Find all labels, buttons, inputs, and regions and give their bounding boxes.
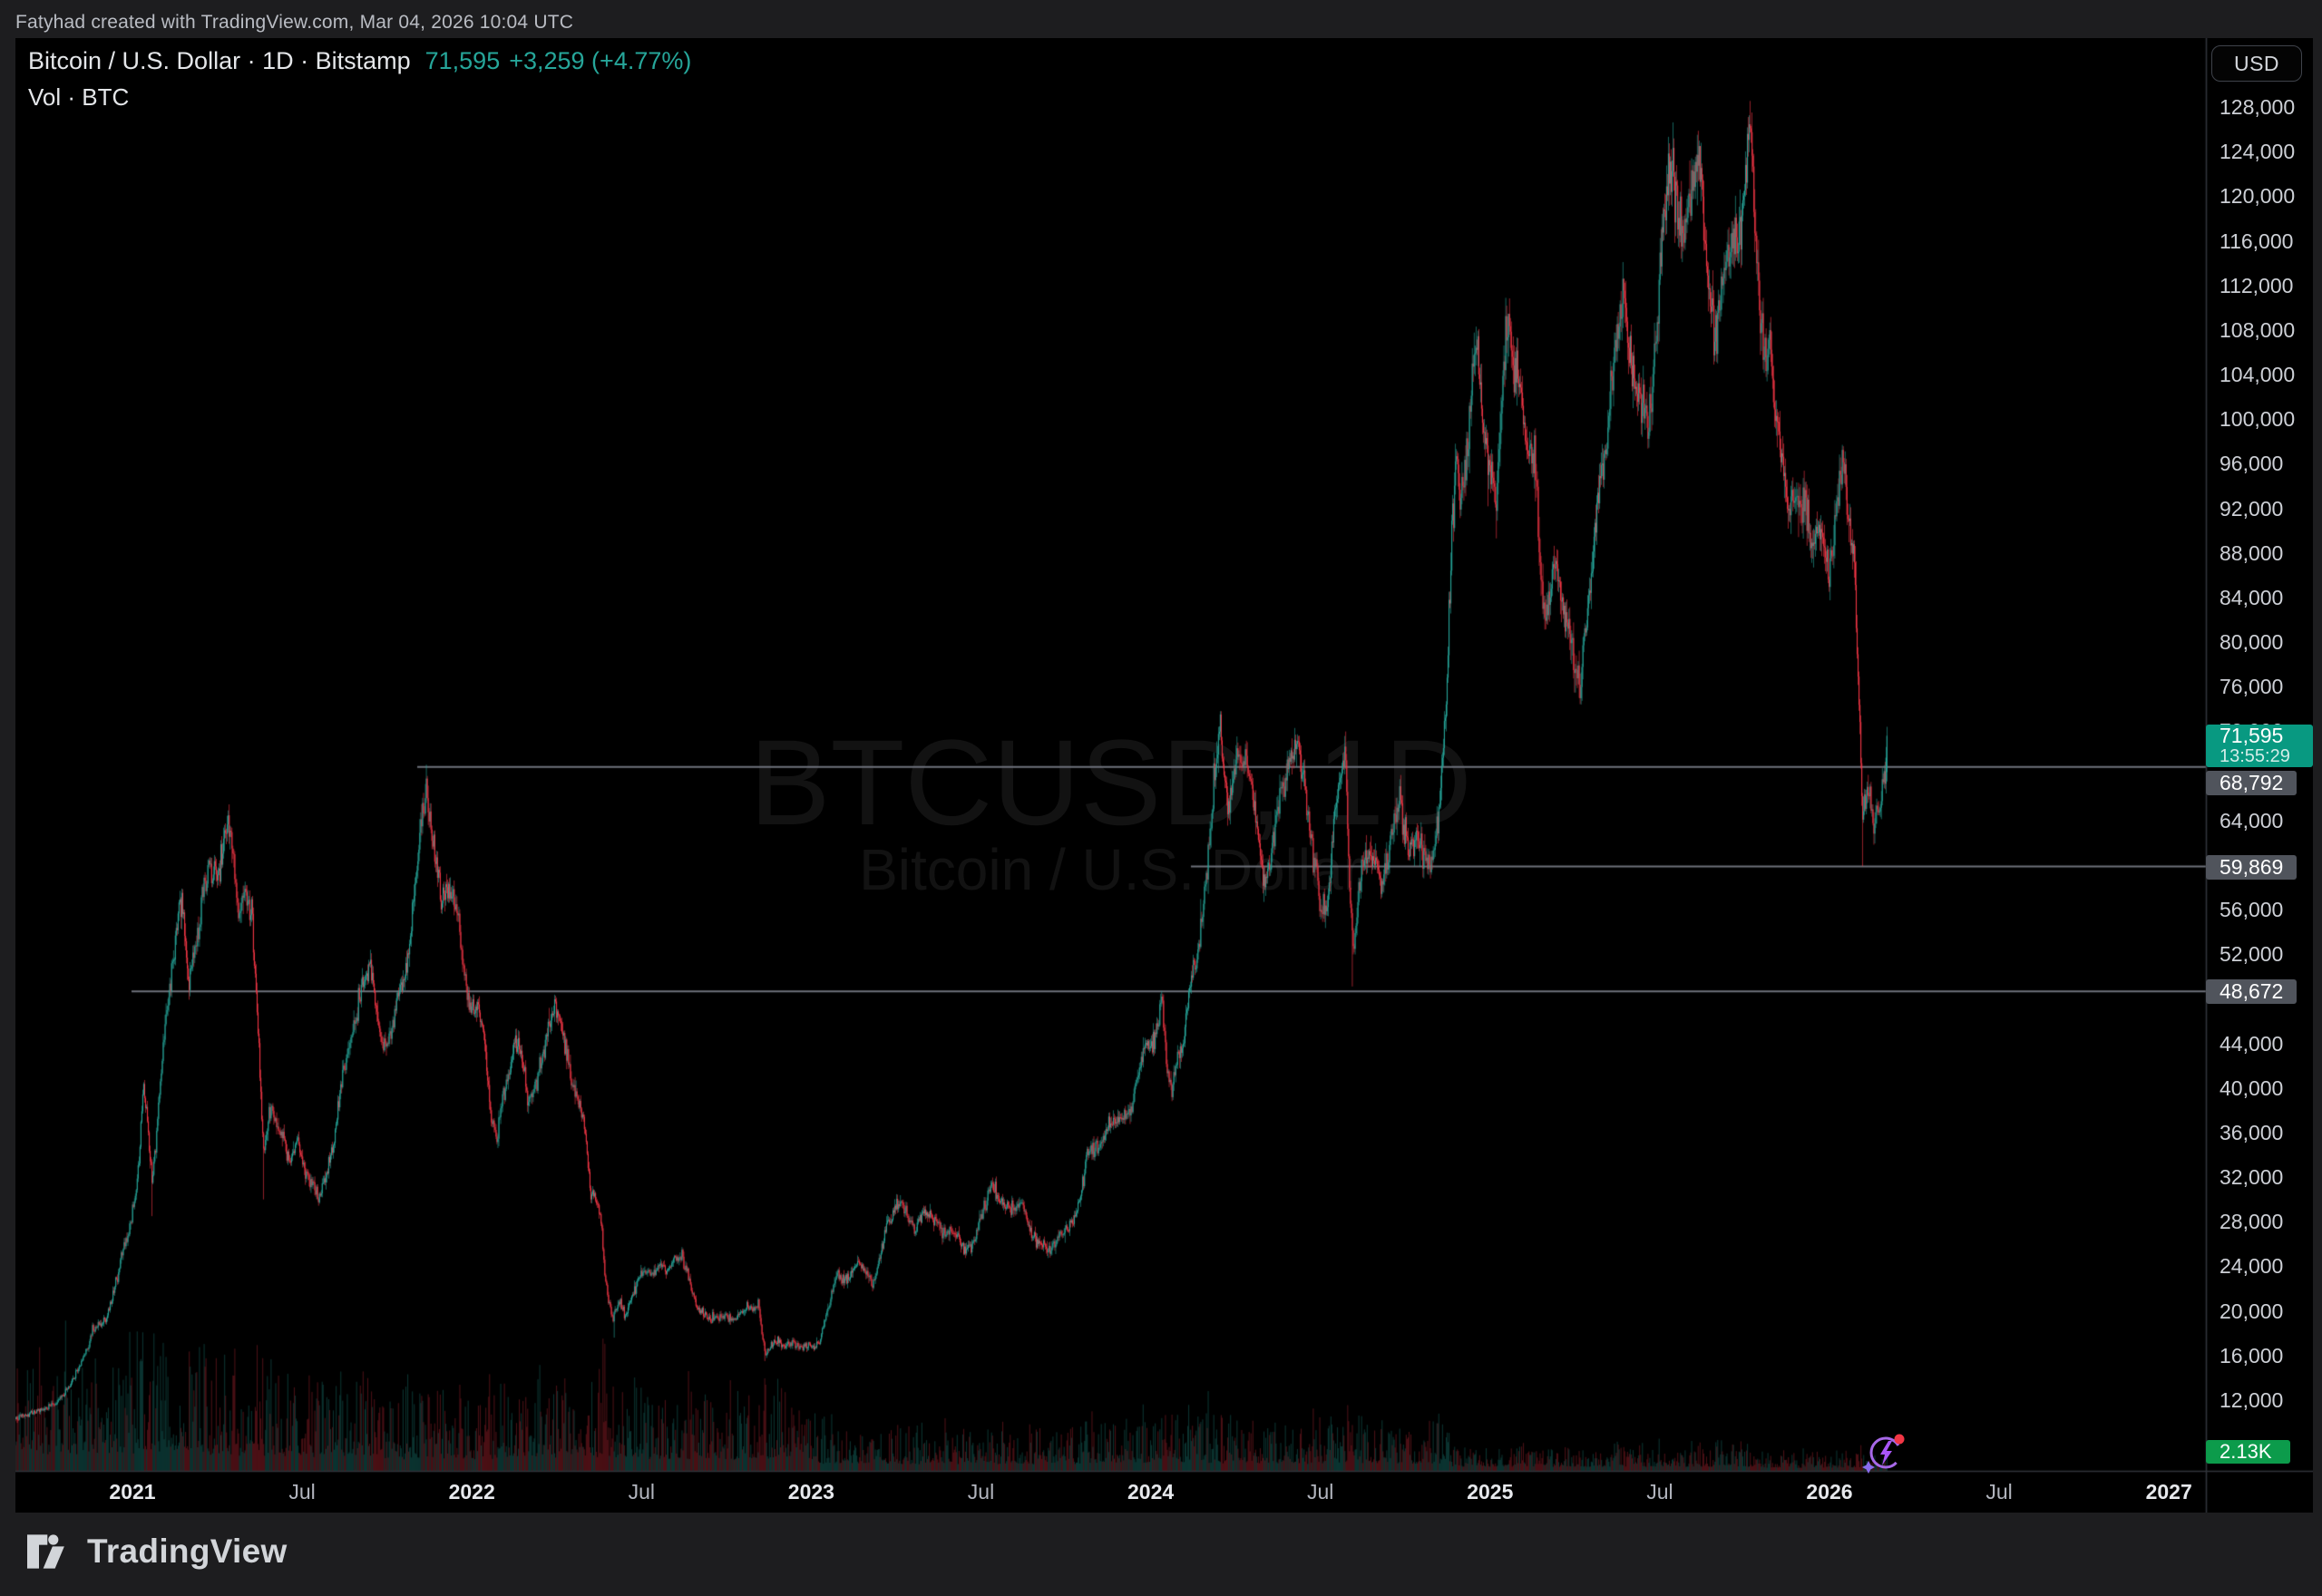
price-tick-label: 36,000 [2220, 1120, 2284, 1144]
price-tick-label: 56,000 [2220, 898, 2284, 922]
price-tick-label: 24,000 [2220, 1254, 2284, 1279]
time-tick-month: Jul [1646, 1480, 1673, 1504]
time-tick-year: 2024 [1127, 1480, 1175, 1504]
last-price-badge: 71,595 13:55:29 [2206, 725, 2313, 768]
time-tick-month: Jul [628, 1480, 655, 1504]
time-tick-year: 2023 [787, 1480, 834, 1504]
chart-legend: Bitcoin / U.S. Dollar · 1D · Bitstamp 71,… [28, 47, 691, 112]
volume-indicator-label[interactable]: Vol · BTC [28, 83, 130, 111]
price-tick-label: 28,000 [2220, 1210, 2284, 1234]
time-tick-year: 2026 [1806, 1480, 1853, 1504]
time-tick-year: 2027 [2145, 1480, 2192, 1504]
volume-badge: 2.13K [2206, 1440, 2290, 1464]
price-tick-label: 16,000 [2220, 1343, 2284, 1367]
price-tick-label: 124,000 [2220, 140, 2296, 164]
notification-dot [1894, 1434, 1905, 1445]
price-tick-label: 108,000 [2220, 317, 2296, 342]
price-tick-label: 40,000 [2220, 1075, 2284, 1100]
price-tick-label: 112,000 [2220, 273, 2294, 297]
price-tick-label: 12,000 [2220, 1387, 2284, 1412]
time-tick-month: Jul [967, 1480, 995, 1504]
bar-countdown: 13:55:29 [2220, 746, 2290, 767]
level-price-badge: 68,792 [2206, 771, 2297, 796]
lightning-bolt-icon [1880, 1441, 1892, 1465]
level-price-badge: 59,869 [2206, 854, 2297, 880]
price-tick-label: 100,000 [2220, 407, 2296, 432]
price-tick-label: 32,000 [2220, 1165, 2284, 1190]
legend-last-price: 71,595 [424, 47, 501, 74]
currency-toggle-button[interactable]: USD [2211, 45, 2302, 82]
price-tick-label: 44,000 [2220, 1031, 2284, 1056]
time-tick-year: 2025 [1467, 1480, 1514, 1504]
time-tick-month: Jul [1306, 1480, 1334, 1504]
sparkle-icon [1862, 1461, 1875, 1474]
level-price-badge: 48,672 [2206, 979, 2297, 1005]
price-tick-label: 104,000 [2220, 363, 2296, 387]
price-tick-label: 80,000 [2220, 630, 2284, 655]
price-tick-label: 64,000 [2220, 808, 2284, 832]
price-tick-label: 76,000 [2220, 675, 2284, 699]
candlestick-chart[interactable] [15, 38, 2313, 1513]
price-tick-label: 92,000 [2220, 496, 2284, 521]
price-tick-label: 96,000 [2220, 452, 2284, 476]
price-tick-label: 88,000 [2220, 540, 2284, 565]
symbol-title[interactable]: Bitcoin / U.S. Dollar · 1D · Bitstamp [28, 47, 411, 74]
attribution-text: Fatyhad created with TradingView.com, Ma… [15, 12, 574, 33]
price-tick-label: 20,000 [2220, 1299, 2284, 1323]
tradingview-logo-mark [27, 1534, 64, 1569]
boost-rocket-icon[interactable] [1862, 1428, 1909, 1475]
time-tick-month: Jul [1985, 1480, 2013, 1504]
tradingview-logo[interactable]: TradingView [27, 1533, 288, 1571]
price-tick-label: 128,000 [2220, 95, 2296, 119]
time-tick-year: 2021 [109, 1480, 156, 1504]
price-tick-label: 116,000 [2220, 229, 2294, 253]
time-tick-year: 2022 [448, 1480, 495, 1504]
legend-price-change: +3,259 (+4.77%) [509, 47, 692, 74]
tradingview-logo-text: TradingView [87, 1533, 288, 1570]
price-tick-label: 52,000 [2220, 942, 2284, 967]
time-tick-month: Jul [288, 1480, 316, 1504]
price-tick-label: 120,000 [2220, 184, 2296, 209]
price-tick-label: 84,000 [2220, 585, 2284, 609]
